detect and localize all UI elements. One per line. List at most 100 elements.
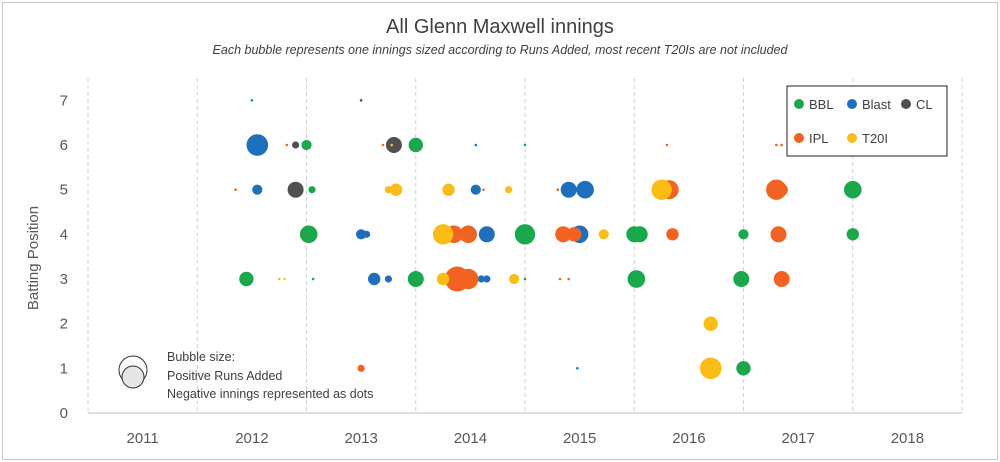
legend-label-bbl: BBL — [809, 97, 834, 112]
bubble-bbl — [239, 271, 254, 287]
bubble-ipl — [567, 227, 582, 242]
legend-label-t20i: T20I — [862, 131, 888, 146]
bubble-ipl — [285, 143, 289, 147]
x-tick-label: 2013 — [344, 430, 377, 447]
bubble-ipl — [558, 277, 562, 281]
legend-label-blast: Blast — [862, 97, 891, 112]
legend-marker-blast — [847, 99, 857, 109]
bubble-ipl — [357, 364, 365, 372]
bubble-ipl — [567, 277, 570, 281]
legend-box — [786, 85, 948, 157]
x-tick-label: 2017 — [781, 430, 814, 447]
size-note-line3: Negative innings represented as dots — [167, 387, 373, 401]
bubble-ipl — [459, 225, 478, 244]
y-tick-label: 4 — [60, 226, 68, 243]
bubble-bbl — [738, 229, 749, 240]
bubble-blast — [363, 230, 371, 238]
bubble-ipl — [775, 143, 778, 147]
bubbles — [234, 99, 862, 380]
bubble-t20i — [508, 273, 520, 285]
bubble-blast — [356, 229, 367, 240]
bubble-t20i — [505, 186, 513, 194]
bubble-bbl — [250, 99, 254, 102]
y-tick-label: 1 — [60, 360, 68, 377]
x-tick-label: 2011 — [126, 430, 158, 447]
bubble-size-note: Bubble size: Positive Runs Added Negativ… — [118, 350, 373, 401]
legend: BBL Blast CL IPL T20I — [786, 85, 948, 157]
bubble-blast — [477, 275, 485, 283]
bubble-t20i — [283, 277, 286, 281]
legend-marker-cl — [901, 99, 911, 109]
bubble-bbl — [627, 270, 646, 288]
bubble-bbl — [733, 271, 750, 287]
bubble-cl — [359, 99, 363, 102]
y-tick-label: 2 — [60, 316, 68, 333]
bubble-t20i — [651, 179, 672, 200]
y-axis-title: Batting Position — [25, 206, 42, 310]
bubble-bbl — [736, 361, 751, 376]
bubble-t20i — [436, 272, 450, 286]
bubble-blast — [470, 184, 481, 195]
bubble-blast — [560, 181, 577, 198]
bubble-t20i — [277, 277, 281, 281]
bubble-t20i — [389, 183, 403, 196]
x-tick-label: 2016 — [672, 430, 705, 447]
bubble-t20i — [699, 357, 722, 380]
bubble-ipl — [556, 188, 560, 191]
bubble-ipl — [482, 188, 485, 191]
bubble-ipl — [665, 143, 669, 147]
bubble-blast — [368, 272, 381, 286]
bubble-t20i — [390, 143, 394, 147]
bubble-blast — [483, 275, 491, 283]
bubble-bbl — [523, 143, 527, 147]
bubble-t20i — [598, 229, 609, 240]
bubble-t20i — [432, 224, 454, 245]
y-tick-label: 5 — [60, 182, 68, 199]
x-tick-labels: 2011 2012 2013 2014 2015 2016 2017 2018 — [126, 430, 924, 447]
x-tick-label: 2015 — [563, 430, 596, 447]
bubble-ipl — [780, 143, 783, 147]
bubble-bbl — [514, 224, 536, 245]
bubble-blast — [576, 180, 594, 199]
bubble-bbl — [299, 225, 318, 244]
bubble-blast — [474, 143, 478, 147]
bubble-cl — [385, 137, 402, 153]
bubble-blast — [252, 184, 263, 195]
x-tick-label: 2018 — [891, 430, 924, 447]
chart-title: All Glenn Maxwell innings — [386, 16, 614, 38]
bubble-ipl — [381, 143, 385, 147]
y-tick-label: 0 — [60, 405, 68, 422]
size-note-circle-small — [121, 365, 145, 389]
grid-lines — [87, 78, 963, 414]
bubble-bbl — [408, 137, 423, 153]
bubble-blast — [246, 134, 269, 156]
y-tick-label: 7 — [60, 92, 68, 109]
bubble-t20i — [703, 316, 718, 331]
bubble-t20i — [442, 183, 455, 196]
bubble-ipl — [666, 228, 679, 241]
legend-marker-t20i — [847, 133, 857, 143]
bubble-blast — [384, 275, 392, 283]
legend-marker-ipl — [794, 133, 804, 143]
size-note-line1: Bubble size: — [167, 350, 235, 364]
bubble-blast — [478, 226, 495, 243]
bubble-bbl — [523, 277, 527, 281]
bubble-bbl — [308, 186, 316, 194]
bubble-bbl — [311, 277, 315, 281]
bubble-ipl — [775, 183, 788, 196]
legend-label-cl: CL — [916, 97, 933, 112]
bubble-ipl — [773, 271, 790, 287]
chart-subtitle: Each bubble represents one innings sized… — [212, 43, 788, 57]
size-note-line2: Positive Runs Added — [167, 369, 282, 383]
bubble-cl — [292, 141, 300, 149]
y-tick-labels: 0 1 2 3 4 5 6 7 — [60, 92, 68, 422]
bubble-bbl — [631, 226, 648, 243]
bubble-cl — [287, 181, 304, 198]
y-tick-label: 3 — [60, 271, 68, 288]
bubble-ipl — [770, 226, 787, 243]
y-tick-label: 6 — [60, 137, 68, 154]
bubble-bbl — [846, 228, 859, 241]
legend-marker-bbl — [794, 99, 804, 109]
